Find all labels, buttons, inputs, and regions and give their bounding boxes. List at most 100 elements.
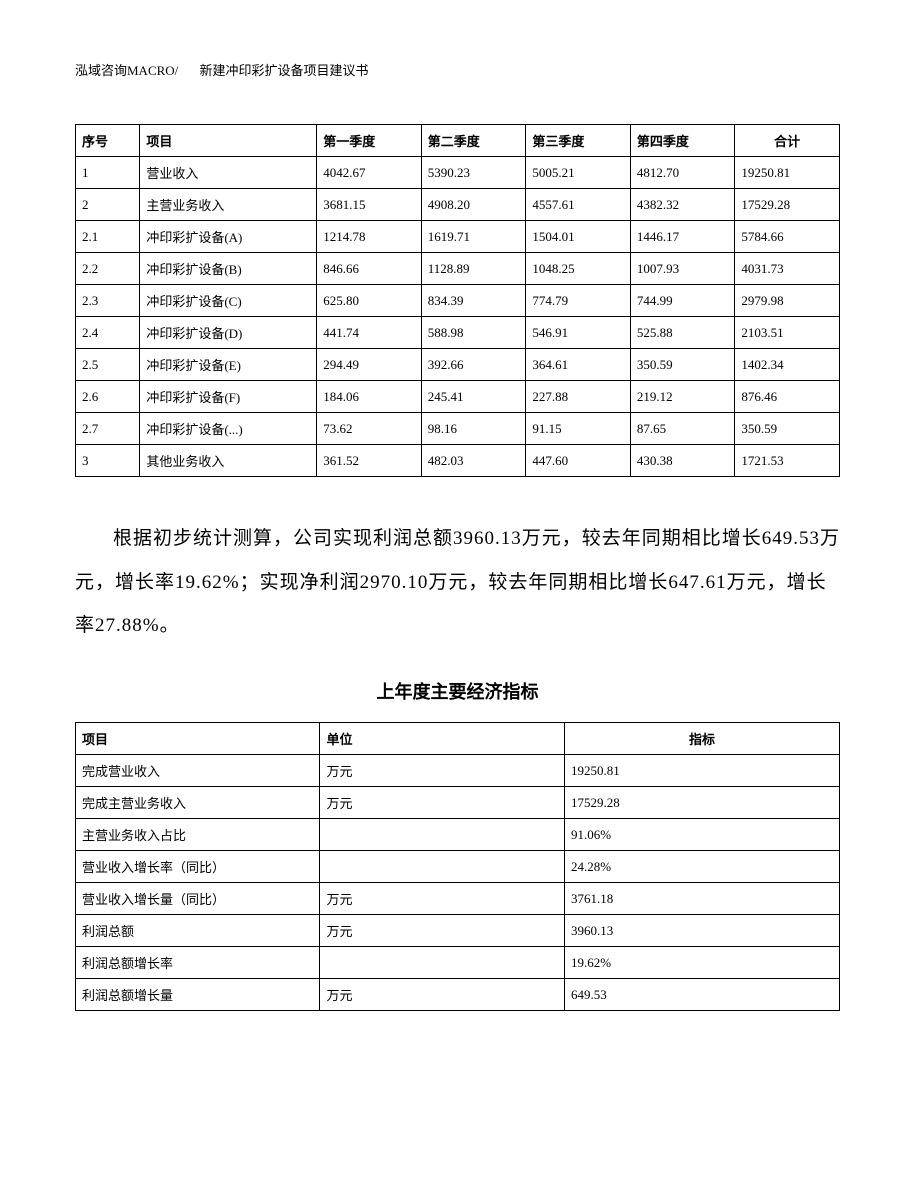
table-cell: 19250.81 xyxy=(564,755,839,787)
table-cell: 227.88 xyxy=(526,381,631,413)
table-cell: 294.49 xyxy=(317,349,422,381)
table-cell: 营业收入增长量（同比） xyxy=(76,883,320,915)
table-cell: 649.53 xyxy=(564,979,839,1011)
table-cell: 2.4 xyxy=(76,317,140,349)
table-cell: 5784.66 xyxy=(735,221,840,253)
table-cell: 350.59 xyxy=(735,413,840,445)
table-cell: 完成营业收入 xyxy=(76,755,320,787)
table-cell: 24.28% xyxy=(564,851,839,883)
table-cell: 万元 xyxy=(320,787,564,819)
table-row: 1营业收入4042.675390.235005.214812.7019250.8… xyxy=(76,157,840,189)
table-cell: 4812.70 xyxy=(630,157,735,189)
table-cell: 主营业务收入 xyxy=(140,189,317,221)
quarterly-revenue-table: 序号 项目 第一季度 第二季度 第三季度 第四季度 合计 1营业收入4042.6… xyxy=(75,124,840,477)
table-cell: 利润总额增长率 xyxy=(76,947,320,979)
table-row: 完成主营业务收入万元17529.28 xyxy=(76,787,840,819)
table-cell: 其他业务收入 xyxy=(140,445,317,477)
table-cell: 营业收入增长率（同比） xyxy=(76,851,320,883)
table-cell: 2 xyxy=(76,189,140,221)
table-cell: 1446.17 xyxy=(630,221,735,253)
table-row: 2.7冲印彩扩设备(...)73.6298.1691.1587.65350.59 xyxy=(76,413,840,445)
table-cell: 完成主营业务收入 xyxy=(76,787,320,819)
table-cell: 245.41 xyxy=(421,381,526,413)
table-cell: 万元 xyxy=(320,915,564,947)
table-cell: 1128.89 xyxy=(421,253,526,285)
table-cell: 364.61 xyxy=(526,349,631,381)
table-cell: 1619.71 xyxy=(421,221,526,253)
col-unit-header: 单位 xyxy=(320,723,564,755)
table-cell: 冲印彩扩设备(F) xyxy=(140,381,317,413)
col-value-header: 指标 xyxy=(564,723,839,755)
table-header-row: 项目 单位 指标 xyxy=(76,723,840,755)
table-cell: 4031.73 xyxy=(735,253,840,285)
table-header-row: 序号 项目 第一季度 第二季度 第三季度 第四季度 合计 xyxy=(76,125,840,157)
table-cell: 3681.15 xyxy=(317,189,422,221)
table-row: 2.3冲印彩扩设备(C)625.80834.39774.79744.992979… xyxy=(76,285,840,317)
table-cell: 5005.21 xyxy=(526,157,631,189)
col-q1-header: 第一季度 xyxy=(317,125,422,157)
table-cell: 525.88 xyxy=(630,317,735,349)
table-cell: 447.60 xyxy=(526,445,631,477)
table-cell: 17529.28 xyxy=(735,189,840,221)
table-cell: 1402.34 xyxy=(735,349,840,381)
table-cell: 3 xyxy=(76,445,140,477)
table-cell: 营业收入 xyxy=(140,157,317,189)
table-row: 利润总额万元3960.13 xyxy=(76,915,840,947)
table-cell xyxy=(320,819,564,851)
table-cell: 2.2 xyxy=(76,253,140,285)
company-name: 泓域咨询MACRO/ xyxy=(75,63,178,78)
table-cell: 3960.13 xyxy=(564,915,839,947)
table-row: 2.4冲印彩扩设备(D)441.74588.98546.91525.882103… xyxy=(76,317,840,349)
table-cell: 87.65 xyxy=(630,413,735,445)
table-cell: 冲印彩扩设备(B) xyxy=(140,253,317,285)
table-row: 3其他业务收入361.52482.03447.60430.381721.53 xyxy=(76,445,840,477)
col-total-header: 合计 xyxy=(735,125,840,157)
table-cell: 392.66 xyxy=(421,349,526,381)
table-cell: 441.74 xyxy=(317,317,422,349)
table-cell: 2979.98 xyxy=(735,285,840,317)
table-cell: 万元 xyxy=(320,979,564,1011)
table-cell: 482.03 xyxy=(421,445,526,477)
page-header: 泓域咨询MACRO/ 新建冲印彩扩设备项目建议书 xyxy=(75,60,840,79)
table-cell: 350.59 xyxy=(630,349,735,381)
quarterly-table-body: 1营业收入4042.675390.235005.214812.7019250.8… xyxy=(76,157,840,477)
table-cell: 5390.23 xyxy=(421,157,526,189)
table-cell: 588.98 xyxy=(421,317,526,349)
section-title: 上年度主要经济指标 xyxy=(75,678,840,704)
table-cell: 2.1 xyxy=(76,221,140,253)
table-row: 2.2冲印彩扩设备(B)846.661128.891048.251007.934… xyxy=(76,253,840,285)
table-cell: 19.62% xyxy=(564,947,839,979)
col-seq-header: 序号 xyxy=(76,125,140,157)
table-row: 利润总额增长量万元649.53 xyxy=(76,979,840,1011)
table-row: 2.1冲印彩扩设备(A)1214.781619.711504.011446.17… xyxy=(76,221,840,253)
table-cell: 主营业务收入占比 xyxy=(76,819,320,851)
table-cell: 1504.01 xyxy=(526,221,631,253)
table-cell: 2.6 xyxy=(76,381,140,413)
table-cell: 17529.28 xyxy=(564,787,839,819)
table-cell: 91.06% xyxy=(564,819,839,851)
col-q4-header: 第四季度 xyxy=(630,125,735,157)
table-cell: 3761.18 xyxy=(564,883,839,915)
table-cell: 2.5 xyxy=(76,349,140,381)
col-q2-header: 第二季度 xyxy=(421,125,526,157)
table-cell: 774.79 xyxy=(526,285,631,317)
table-cell: 876.46 xyxy=(735,381,840,413)
table-cell: 430.38 xyxy=(630,445,735,477)
indicator-table-body: 完成营业收入万元19250.81完成主营业务收入万元17529.28主营业务收入… xyxy=(76,755,840,1011)
table-cell: 万元 xyxy=(320,883,564,915)
table-row: 营业收入增长量（同比）万元3761.18 xyxy=(76,883,840,915)
table-cell: 利润总额增长量 xyxy=(76,979,320,1011)
table-cell: 184.06 xyxy=(317,381,422,413)
indicator-table: 项目 单位 指标 完成营业收入万元19250.81完成主营业务收入万元17529… xyxy=(75,722,840,1011)
table-row: 利润总额增长率 19.62% xyxy=(76,947,840,979)
table-cell: 1721.53 xyxy=(735,445,840,477)
table-cell: 4042.67 xyxy=(317,157,422,189)
table-cell xyxy=(320,947,564,979)
table-cell: 2.7 xyxy=(76,413,140,445)
col-item-header: 项目 xyxy=(140,125,317,157)
table-row: 2.5冲印彩扩设备(E)294.49392.66364.61350.591402… xyxy=(76,349,840,381)
table-cell: 19250.81 xyxy=(735,157,840,189)
table-cell xyxy=(320,851,564,883)
table-cell: 1214.78 xyxy=(317,221,422,253)
table-cell: 冲印彩扩设备(D) xyxy=(140,317,317,349)
